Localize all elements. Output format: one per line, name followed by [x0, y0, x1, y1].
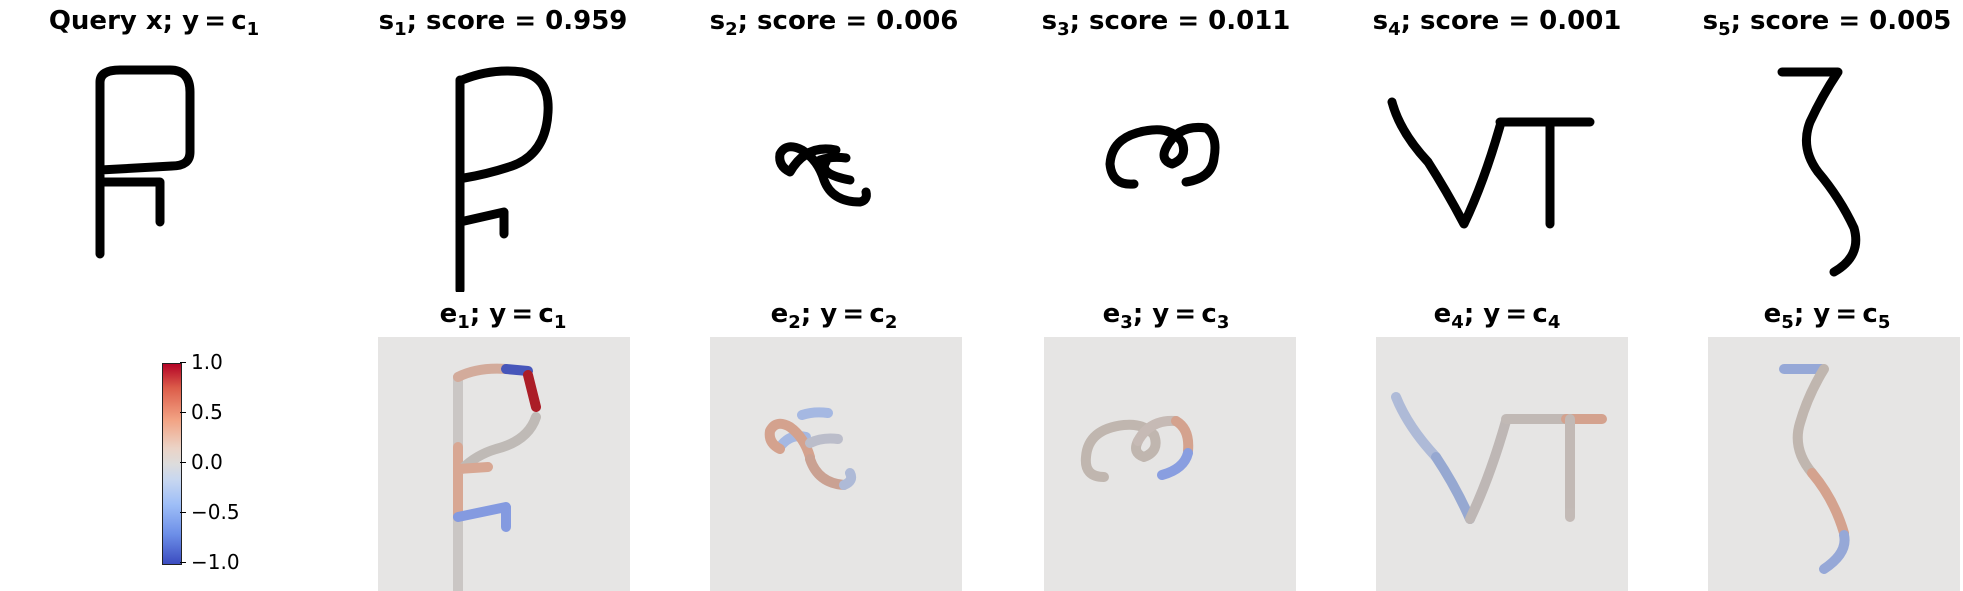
colorbar-tick-max: 1.0 — [180, 350, 223, 374]
support-glyph-image-5 — [1777, 67, 1861, 277]
support-title-3: s3; score = 0.011 — [1041, 6, 1291, 41]
explanation-heatmap-5 — [1708, 337, 1960, 591]
colorbar-tick-zero: 0.0 — [180, 450, 223, 474]
support-glyph-image-2 — [775, 142, 871, 207]
colorbar — [162, 363, 182, 565]
support-glyph-image-4 — [1387, 97, 1595, 229]
support-title-5: s5; score = 0.005 — [1702, 6, 1952, 41]
support-title-4: s4; score = 0.001 — [1372, 6, 1622, 41]
explanation-heatmap-4 — [1376, 337, 1628, 591]
query-glyph-image — [95, 65, 195, 259]
support-title-2: s2; score = 0.006 — [709, 6, 959, 41]
colorbar-tick-neg-half: −0.5 — [180, 500, 240, 524]
explanation-heatmap-1 — [378, 337, 630, 591]
colorbar-tick-min: −1.0 — [180, 550, 240, 574]
explanation-heatmap-3 — [1044, 337, 1296, 591]
explanation-title-1: e1; y = c1 — [439, 299, 567, 334]
support-title-1: s1; score = 0.959 — [378, 6, 628, 41]
explanation-title-2: e2; y = c2 — [770, 299, 898, 334]
explanation-title-4: e4; y = c4 — [1433, 299, 1561, 334]
support-glyph-image-1 — [455, 66, 553, 292]
explanation-title-5: e5; y = c5 — [1763, 299, 1891, 334]
colorbar-tick-half: 0.5 — [180, 400, 223, 424]
support-glyph-image-3 — [1105, 122, 1220, 189]
explanation-heatmap-2 — [710, 337, 962, 591]
query-title: Query x; y = c1 — [48, 6, 260, 41]
explanation-title-3: e3; y = c3 — [1102, 299, 1230, 334]
